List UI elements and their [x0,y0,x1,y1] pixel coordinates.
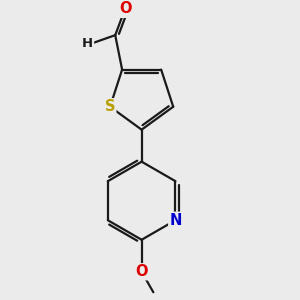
Text: S: S [105,99,115,114]
Text: O: O [135,264,148,279]
Text: N: N [169,213,182,228]
Text: O: O [119,1,131,16]
Text: H: H [82,38,93,50]
